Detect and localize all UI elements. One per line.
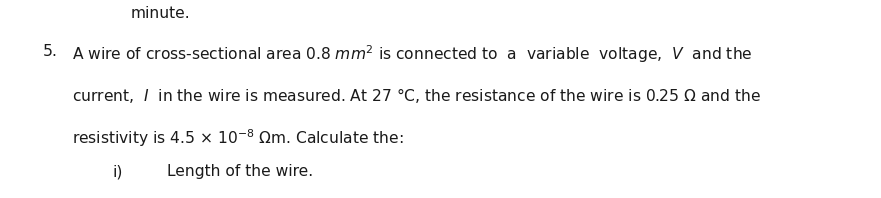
Text: current,  $\mathit{I}$  in the wire is measured. At 27 °C, the resistance of the: current, $\mathit{I}$ in the wire is mea…	[72, 86, 761, 105]
Text: i): i)	[113, 164, 123, 179]
Text: resistivity is 4.5 × 10$^{-8}$ Ωm. Calculate the:: resistivity is 4.5 × 10$^{-8}$ Ωm. Calcu…	[72, 128, 403, 149]
Text: Length of the wire.: Length of the wire.	[167, 164, 314, 179]
Text: A wire of cross-sectional area 0.8 $\mathit{mm}^2$ is connected to  a  variable : A wire of cross-sectional area 0.8 $\mat…	[72, 44, 753, 65]
Text: 5.: 5.	[42, 44, 57, 59]
Text: minute.: minute.	[130, 6, 190, 21]
